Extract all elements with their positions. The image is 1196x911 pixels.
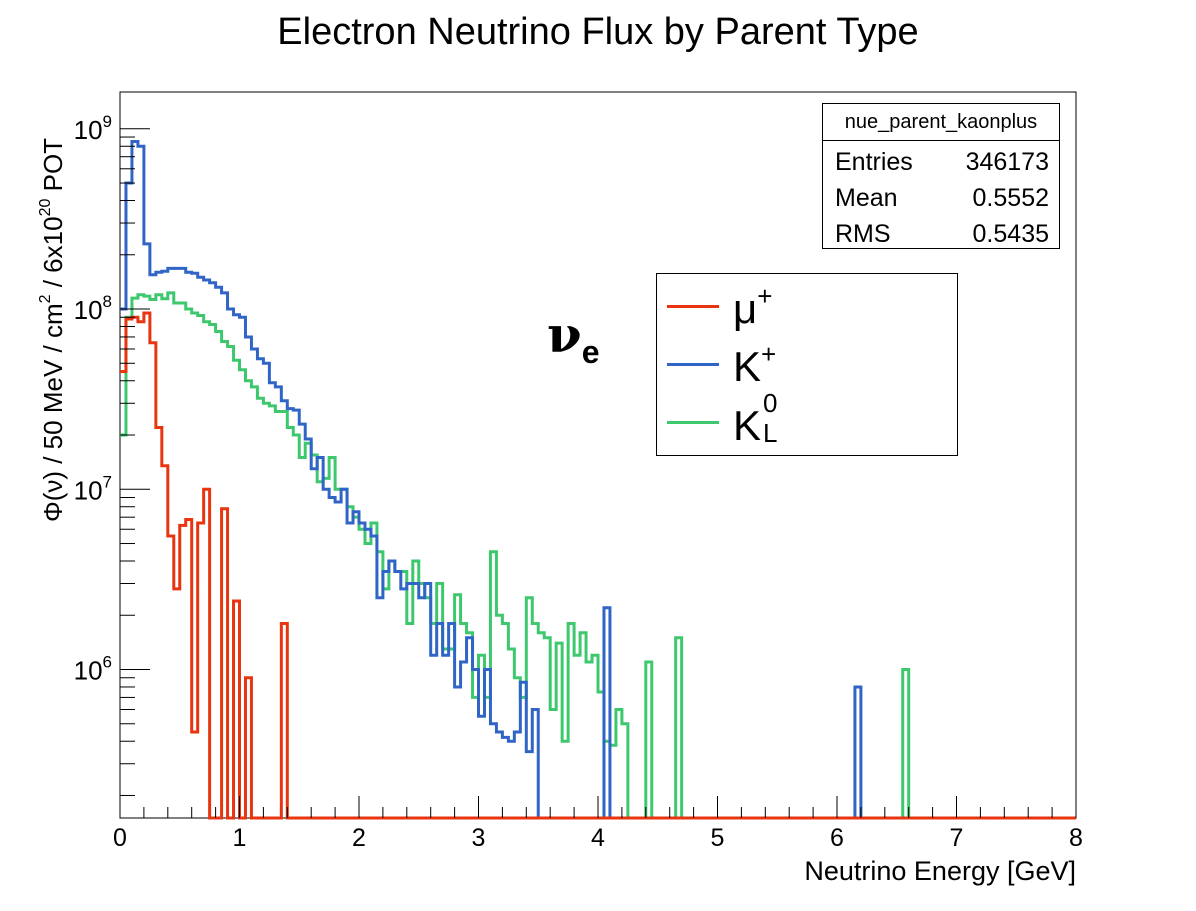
x-tick-label: 8 — [1069, 824, 1083, 852]
stats-row-entries: Entries 346173 — [823, 144, 1059, 180]
stats-value: 0.5552 — [972, 183, 1049, 212]
series-layer — [120, 140, 1076, 820]
series-1-histogram — [120, 140, 1076, 820]
stats-title: nue_parent_kaonplus — [823, 104, 1059, 141]
x-tick-label: 6 — [830, 824, 844, 852]
stats-label: RMS — [835, 219, 891, 248]
y-axis-label: Φ(ν) / 50 MeV / cm2 / 6x1020 POT — [37, 138, 68, 522]
x-tick-label: 2 — [352, 824, 366, 852]
stats-row-rms: RMS 0.5435 — [823, 216, 1059, 252]
legend-sup: 0 — [763, 387, 778, 418]
legend-label: K+ — [733, 341, 776, 388]
series-0-histogram — [120, 311, 1076, 820]
legend-sub: L — [763, 417, 778, 448]
stats-value: 0.5435 — [972, 219, 1049, 248]
stats-value: 346173 — [965, 147, 1049, 176]
legend-sup: + — [761, 338, 777, 369]
x-tick-label: 4 — [591, 824, 605, 852]
y-tick-label: 107 — [74, 472, 112, 505]
stats-row-mean: Mean 0.5552 — [823, 180, 1059, 216]
x-tick-label: 5 — [711, 824, 725, 852]
legend-item-muplus: μ+ — [667, 278, 772, 334]
stats-box: nue_parent_kaonplus Entries 346173 Mean … — [822, 103, 1060, 249]
x-tick-label: 0 — [113, 824, 127, 852]
x-tick-label: 1 — [233, 824, 247, 852]
stats-label: Entries — [835, 147, 913, 176]
x-tick-label: 3 — [472, 824, 486, 852]
legend-label: μ+ — [733, 283, 772, 330]
axes-layer: 0 1 2 3 4 5 6 7 8 106 107 108 109 — [74, 112, 1083, 852]
legend-name: K — [733, 342, 762, 390]
nu-subscript: e — [581, 334, 600, 370]
y-tick-label: 109 — [74, 112, 112, 145]
nu-symbol: ν — [547, 305, 582, 364]
legend-swatch — [667, 304, 719, 308]
legend-swatch — [667, 362, 719, 366]
y-tick-label: 106 — [74, 653, 112, 686]
y-label-part-a: Φ(ν) / 50 MeV / cm — [38, 303, 68, 522]
y-label-part-e: POT — [38, 138, 68, 199]
legend-name: μ — [733, 284, 758, 332]
chart-title: Electron Neutrino Flux by Parent Type — [277, 11, 918, 53]
nu-e-annotation: νe — [547, 305, 600, 371]
legend-swatch — [667, 420, 719, 424]
x-tick-label: 7 — [950, 824, 964, 852]
stats-label: Mean — [835, 183, 898, 212]
legend-item-kplus: K+ — [667, 336, 776, 392]
legend-sup: + — [757, 280, 773, 311]
legend-name: K — [733, 401, 762, 449]
y-tick-label: 108 — [74, 292, 112, 325]
y-label-part-c: / 6x10 — [38, 216, 68, 294]
y-label-sup-2: 2 — [37, 294, 54, 303]
y-label-sup-20: 20 — [37, 199, 54, 217]
x-axis-label: Neutrino Energy [GeV] — [804, 856, 1076, 886]
